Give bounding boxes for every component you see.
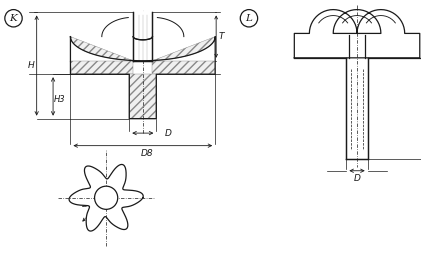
Text: H: H [27,61,34,70]
Polygon shape [69,165,143,231]
Text: K: K [10,14,17,23]
Bar [133,13,153,61]
Polygon shape [153,61,215,74]
Polygon shape [71,37,215,61]
Text: D: D [164,129,171,138]
Text: L: L [245,14,252,23]
Text: D8: D8 [140,149,153,158]
Polygon shape [71,37,215,119]
Text: D: D [354,174,361,183]
Polygon shape [294,10,420,58]
Text: T: T [218,32,224,41]
Bar [129,74,157,119]
Bar [129,74,157,119]
Text: D1: D1 [82,200,95,209]
Polygon shape [71,61,133,74]
Text: H3: H3 [54,95,66,104]
Polygon shape [347,58,368,159]
Circle shape [95,186,118,209]
